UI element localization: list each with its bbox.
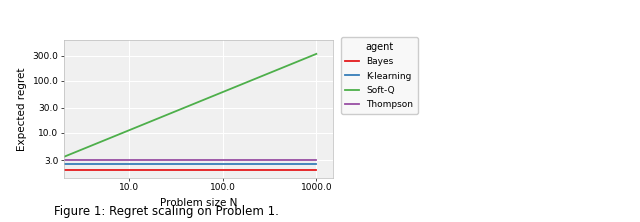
Soft-Q: [60, 155, 68, 158]
K-learning: [312, 163, 320, 165]
Soft-Q: [209, 95, 217, 97]
Bayes: [60, 169, 68, 171]
Thompson: [273, 158, 280, 161]
Bayes: [61, 169, 68, 171]
Thompson: [209, 158, 217, 161]
Legend: Bayes, K-learning, Soft-Q, Thompson: Bayes, K-learning, Soft-Q, Thompson: [341, 37, 418, 114]
Soft-Q: [273, 69, 280, 71]
K-learning: [214, 163, 222, 165]
Text: Figure 1: Regret scaling on Problem 1.: Figure 1: Regret scaling on Problem 1.: [54, 204, 279, 218]
Thompson: [60, 158, 68, 161]
Bayes: [209, 169, 217, 171]
Soft-Q: [61, 155, 68, 158]
Thompson: [289, 158, 296, 161]
K-learning: [61, 163, 68, 165]
K-learning: [209, 163, 217, 165]
Bayes: [211, 169, 218, 171]
Line: Soft-Q: Soft-Q: [64, 54, 316, 157]
Soft-Q: [289, 62, 296, 65]
K-learning: [60, 163, 68, 165]
Bayes: [273, 169, 280, 171]
Bayes: [214, 169, 222, 171]
X-axis label: Problem size N: Problem size N: [160, 198, 237, 208]
Thompson: [312, 158, 320, 161]
Soft-Q: [312, 53, 320, 55]
Thompson: [214, 158, 222, 161]
Thompson: [61, 158, 68, 161]
K-learning: [273, 163, 280, 165]
Thompson: [211, 158, 218, 161]
Y-axis label: Expected regret: Expected regret: [17, 67, 27, 151]
K-learning: [289, 163, 296, 165]
Bayes: [312, 169, 320, 171]
Soft-Q: [211, 94, 218, 97]
Bayes: [289, 169, 296, 171]
Soft-Q: [214, 93, 222, 95]
K-learning: [211, 163, 218, 165]
